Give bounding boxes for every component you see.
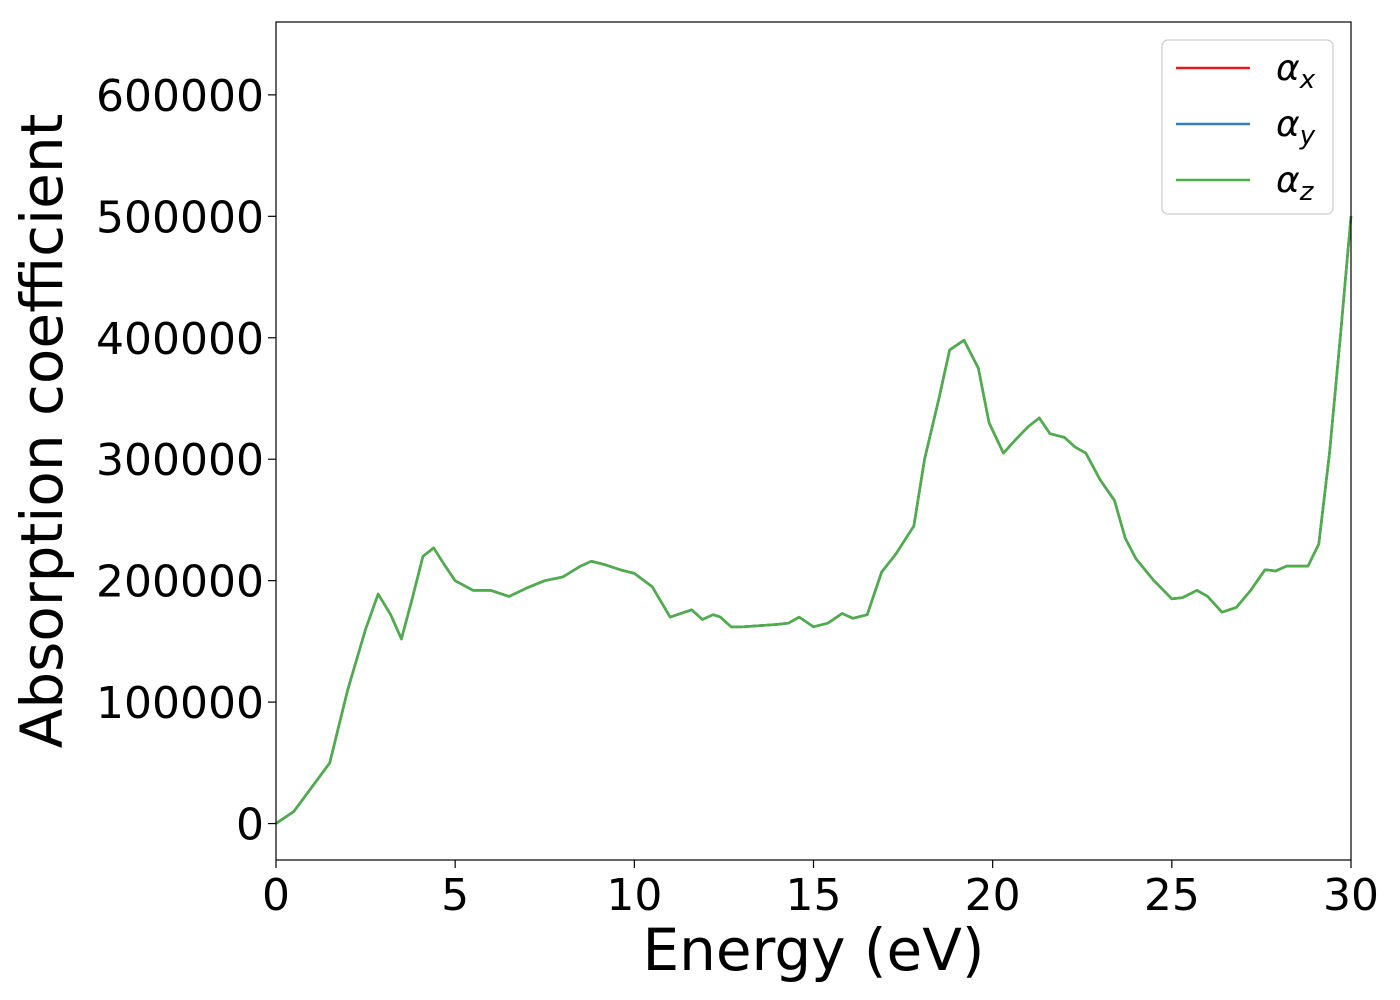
legend-label-z: αz bbox=[1276, 160, 1315, 207]
series-line-y bbox=[275, 216, 1353, 825]
x-tick-label: 30 bbox=[1323, 870, 1379, 921]
series-line-x bbox=[275, 216, 1353, 825]
x-axis-title: Energy (eV) bbox=[642, 916, 984, 984]
legend-label-x: αx bbox=[1276, 48, 1316, 95]
x-tick-label: 10 bbox=[606, 870, 662, 921]
y-tick-label: 400000 bbox=[96, 314, 264, 365]
y-tick-label: 600000 bbox=[96, 71, 264, 122]
x-tick-label: 20 bbox=[965, 870, 1021, 921]
series-line-z bbox=[275, 216, 1353, 825]
legend-box bbox=[1161, 39, 1334, 215]
y-tick-label: 200000 bbox=[96, 557, 264, 608]
y-tick-label: 500000 bbox=[96, 192, 264, 243]
legend: αx αy αz bbox=[1161, 39, 1334, 215]
y-tick-label: 300000 bbox=[96, 435, 264, 486]
x-tick-label: 15 bbox=[786, 870, 842, 921]
x-axis-ticks: 0 5 10 15 20 25 30 bbox=[262, 860, 1379, 921]
x-tick-label: 25 bbox=[1144, 870, 1200, 921]
y-tick-label: 0 bbox=[236, 800, 264, 851]
y-axis-title: Absorption coefficient bbox=[8, 114, 76, 749]
legend-label-y: αy bbox=[1276, 104, 1316, 151]
y-axis-ticks: 0 100000 200000 300000 400000 500000 600000 bbox=[96, 71, 276, 851]
x-tick-label: 0 bbox=[262, 870, 290, 921]
series-layer bbox=[275, 216, 1353, 825]
y-tick-label: 100000 bbox=[96, 678, 264, 729]
x-tick-label: 5 bbox=[441, 870, 469, 921]
